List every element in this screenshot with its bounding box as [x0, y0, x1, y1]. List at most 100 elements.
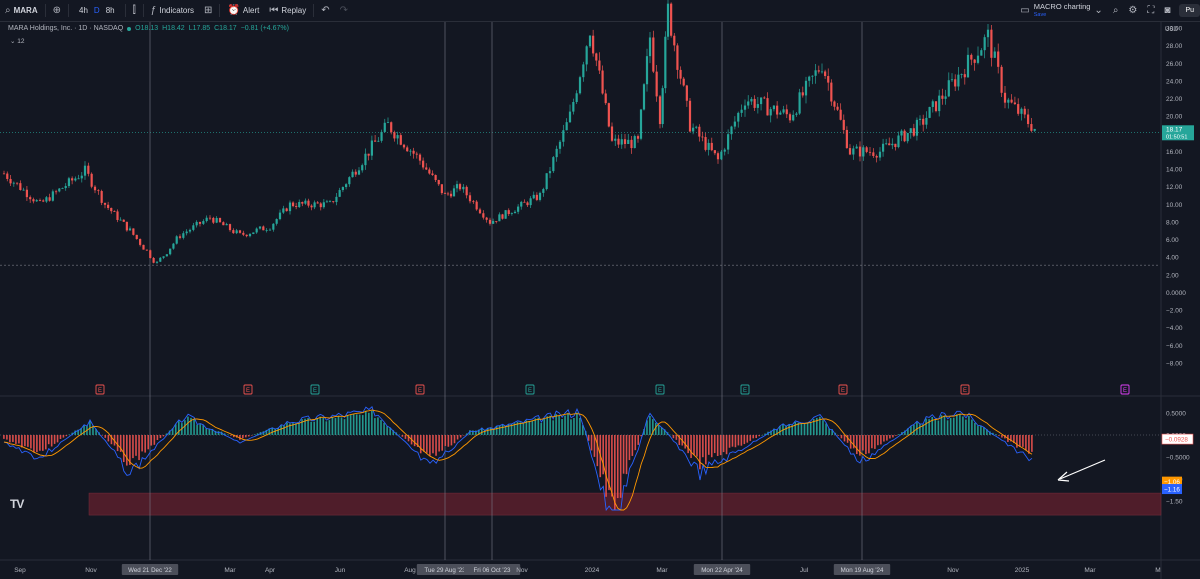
candle-body: [980, 50, 983, 56]
price-tick-label: 0.0000: [1166, 290, 1186, 297]
alarm-clock-icon: ⏰: [227, 4, 240, 16]
symbol-search[interactable]: ⌕ MARA: [0, 0, 43, 22]
indicators-button[interactable]: ƒ Indicators: [146, 0, 199, 22]
candle-body: [113, 211, 116, 212]
candle-body: [595, 53, 598, 61]
timeframe-d[interactable]: D: [93, 6, 100, 15]
candle-body: [698, 126, 701, 137]
histogram-bar: [153, 435, 156, 445]
histogram-bar: [663, 429, 666, 435]
histogram-bar: [475, 430, 477, 435]
histogram-bar: [398, 434, 401, 436]
histogram-bar: [319, 416, 322, 435]
replay-button[interactable]: ⏮ Replay: [264, 0, 311, 22]
histogram-bar: [785, 426, 787, 435]
compare-button[interactable]: ⊕: [48, 0, 66, 22]
histogram-bar: [268, 428, 271, 435]
histogram-bar: [244, 435, 247, 438]
candle-body: [885, 143, 888, 145]
candle-body: [513, 211, 517, 214]
candle-body: [364, 153, 367, 166]
histogram-bar: [687, 435, 689, 454]
fullscreen-button[interactable]: ⛶: [1142, 0, 1159, 22]
candle-body: [295, 206, 298, 208]
histogram-bar: [92, 425, 94, 435]
histogram-bar: [907, 428, 909, 435]
histogram-bar: [18, 435, 20, 444]
macd-lines: [3, 406, 1033, 512]
histogram-bar: [478, 429, 480, 435]
time-tick-label: Nov: [516, 567, 528, 574]
histogram-bar: [126, 435, 128, 466]
candle-body: [582, 64, 585, 78]
templates-button[interactable]: ⊞: [199, 0, 217, 22]
candle-body: [245, 234, 248, 237]
candle-body: [630, 139, 633, 149]
time-tick-label: Mar: [656, 567, 668, 574]
candle-body: [367, 153, 370, 156]
candle-body: [255, 228, 258, 233]
settings-button[interactable]: ⚙: [1123, 0, 1142, 22]
price-tick-label: 12.00: [1166, 184, 1183, 191]
candle-body: [852, 148, 855, 155]
candle-body: [900, 130, 903, 136]
redo-button[interactable]: ↷: [335, 0, 353, 22]
candle-body: [817, 70, 820, 72]
divider: [313, 4, 315, 17]
candle-body: [319, 203, 322, 208]
camera-icon: ◙: [1164, 4, 1171, 16]
candle-body: [601, 70, 604, 94]
histogram-bar: [868, 435, 870, 454]
price-axis[interactable]: 30.0028.0026.0024.0022.0020.0018.0016.00…: [1161, 26, 1194, 506]
candle-body: [685, 85, 688, 101]
candle-body: [222, 222, 225, 226]
chart-type-button[interactable]: ⫿: [128, 0, 141, 22]
candle-body: [820, 71, 824, 73]
indicator-collapse[interactable]: ⌄ 12: [10, 37, 25, 45]
histogram-bar: [462, 435, 465, 436]
histogram-bar: [755, 435, 757, 438]
histogram-bar: [250, 435, 253, 436]
candle-body: [422, 160, 425, 168]
candle-body: [386, 122, 390, 124]
histogram-bar: [42, 435, 44, 451]
histogram-bar: [764, 433, 766, 435]
snapshot-button[interactable]: ◙: [1159, 0, 1175, 22]
histogram-bar: [752, 435, 755, 439]
histogram-bar: [214, 430, 217, 435]
time-marker-badge: [693, 564, 751, 575]
candle-body: [575, 93, 578, 102]
timeframe-8h[interactable]: 8h: [105, 6, 115, 15]
candle-body: [262, 226, 265, 231]
histogram-bar: [262, 431, 265, 435]
candle-body: [485, 217, 488, 220]
time-marker-label: Fri 06 Oct '23: [474, 567, 512, 574]
fullscreen-icon: ⛶: [1147, 4, 1155, 16]
histogram-bar: [852, 435, 855, 449]
publish-button[interactable]: Pu: [1179, 4, 1200, 17]
candle-body: [588, 35, 592, 47]
timeframe-4h[interactable]: 4h: [79, 6, 88, 15]
time-tick-label: 2025: [1015, 567, 1030, 574]
histogram-bar: [513, 423, 516, 435]
candle-body: [875, 155, 878, 158]
histogram-bar: [616, 435, 619, 499]
histogram-bar: [165, 433, 168, 435]
undo-button[interactable]: ↶: [316, 0, 334, 22]
layout-button[interactable]: ▭ MACRO charting Save ⌄: [1015, 0, 1108, 22]
candle-body: [801, 92, 804, 96]
histogram-bar: [328, 420, 331, 435]
alert-button[interactable]: ⏰ Alert: [222, 0, 264, 22]
histogram-bar: [74, 430, 76, 435]
histogram-bar: [386, 426, 388, 435]
quick-search-button[interactable]: ⌕: [1108, 0, 1124, 22]
candle-body: [548, 171, 552, 174]
candle-body: [322, 202, 325, 208]
time-axis[interactable]: Sep Nov Wed 21 Dec '22 Mar Apr Jun Aug Tue 29 A…: [14, 564, 1161, 575]
earnings-event-label: E: [98, 388, 102, 394]
candle-body: [766, 98, 769, 116]
candle-body: [578, 77, 582, 94]
candle-body: [858, 146, 862, 157]
candle-body: [212, 217, 215, 223]
